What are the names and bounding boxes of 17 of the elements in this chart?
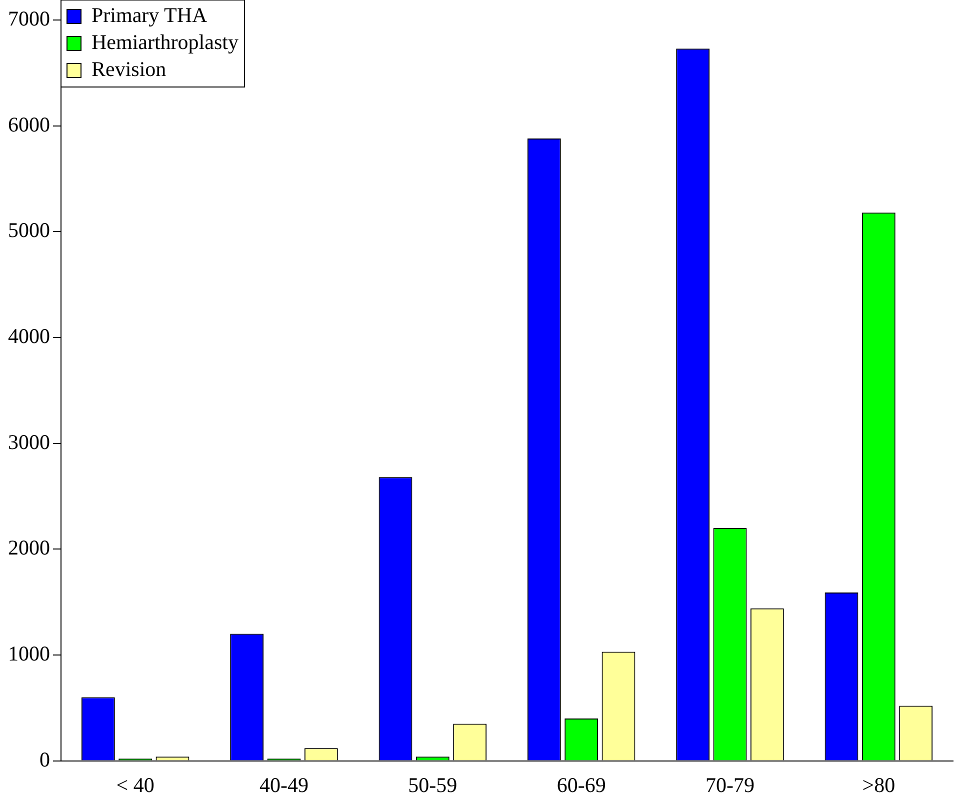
x-tick-label: 60-69: [556, 772, 606, 797]
y-tick-label: 6000: [8, 112, 50, 136]
legend-label: Primary THA: [92, 3, 208, 28]
y-tick-label: 3000: [8, 430, 50, 454]
y-tick-label: 5000: [8, 218, 50, 242]
y-tick-label: 1000: [8, 641, 50, 666]
y-tick-label: 0: [40, 747, 50, 772]
y-tick-label: 4000: [8, 324, 50, 348]
x-tick-label: 40-49: [260, 772, 308, 797]
x-tick-label: < 40: [116, 772, 154, 797]
x-tick-label: 70-79: [706, 772, 754, 797]
x-tick-label: 50-59: [408, 772, 458, 797]
y-tick-label: 2000: [8, 536, 50, 560]
x-tick-label: >80: [862, 772, 896, 797]
legend-label: Hemiarthroplasty: [92, 30, 239, 54]
legend-label: Revision: [92, 57, 167, 82]
y-tick-label: 7000: [8, 6, 50, 31]
